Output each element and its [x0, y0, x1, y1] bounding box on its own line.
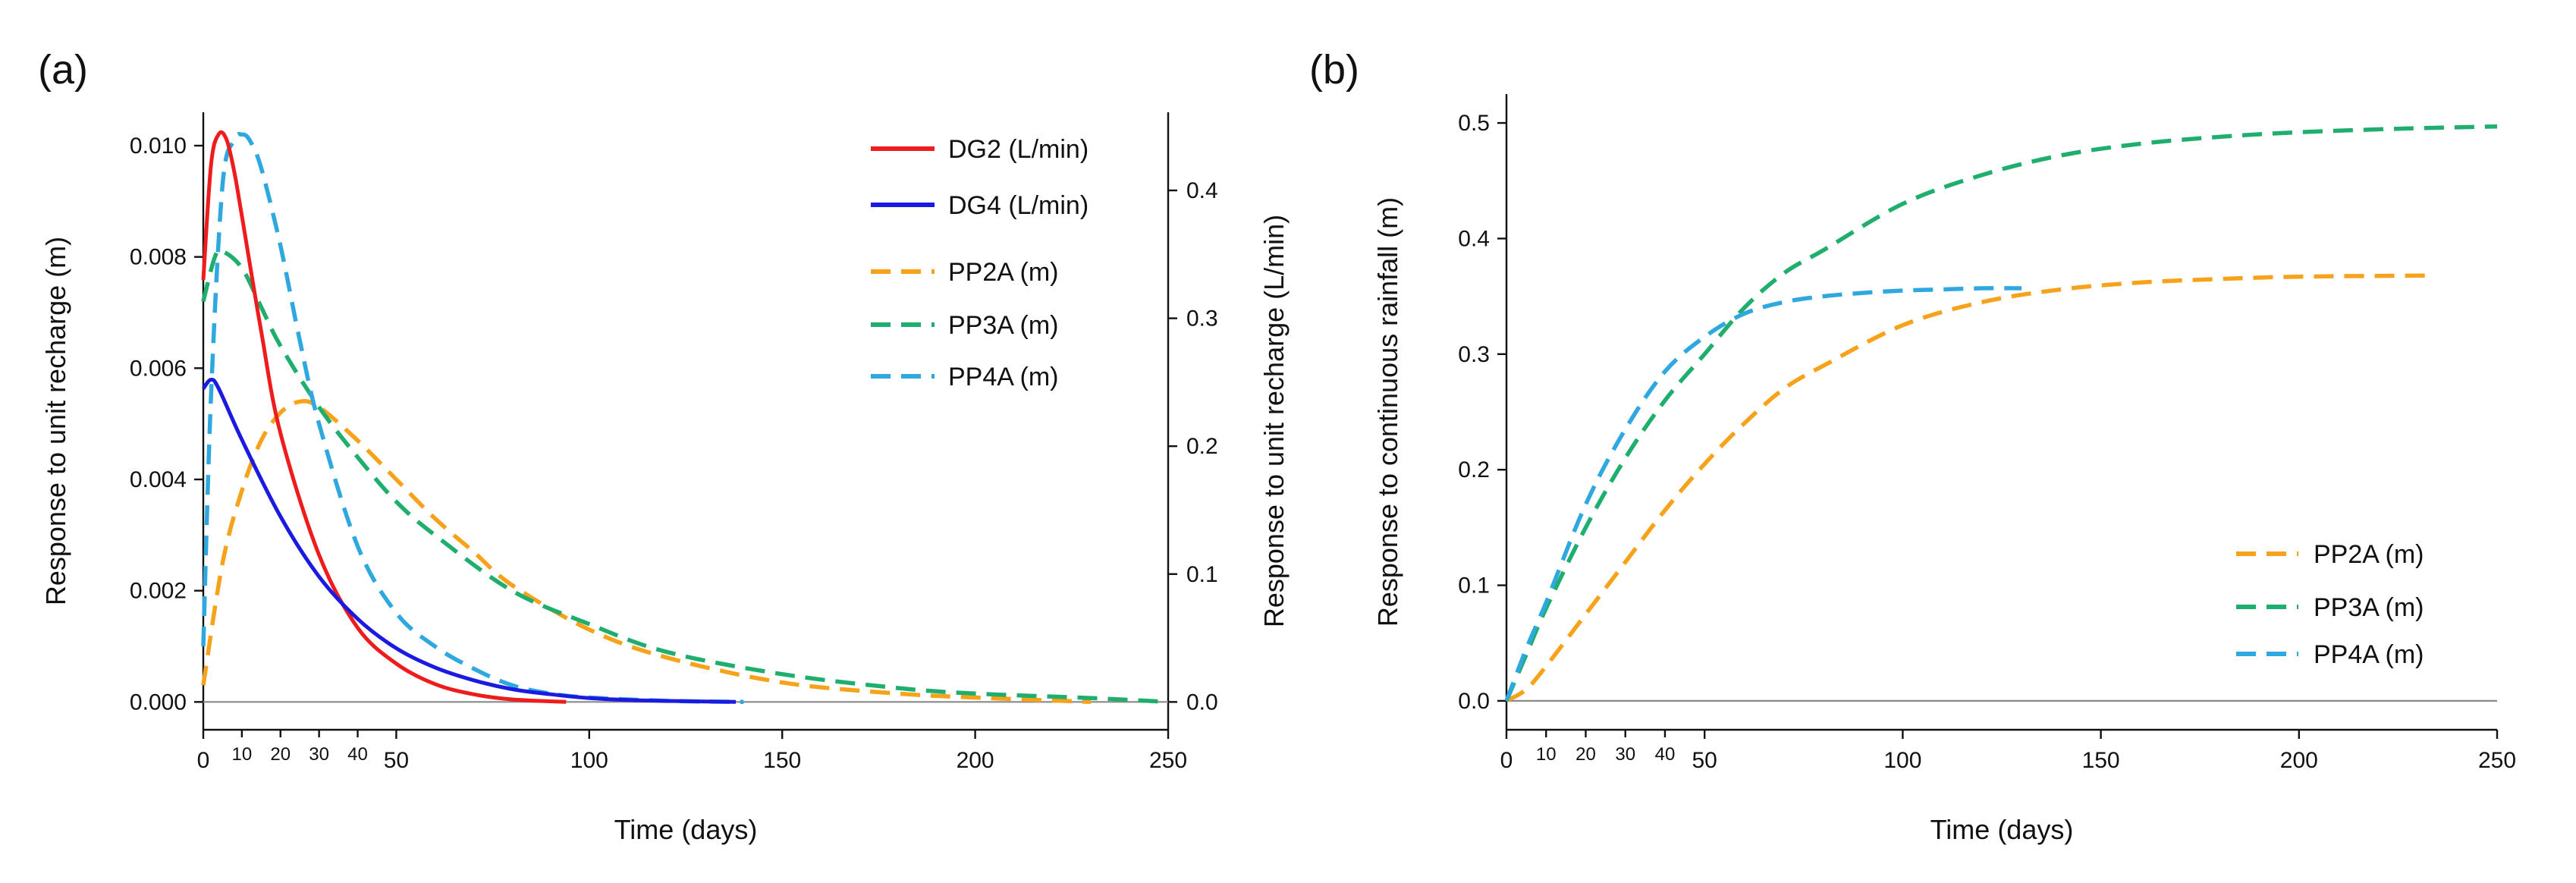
- x-minor-tick-label: 10: [1536, 744, 1557, 765]
- y2-tick-label: 0.3: [1186, 306, 1218, 332]
- x-axis-title: Time (days): [614, 814, 758, 845]
- x-tick-label: 150: [2082, 748, 2120, 773]
- x-tick-label: 50: [384, 748, 409, 773]
- x-tick-label: 200: [2280, 748, 2318, 773]
- panel-b-chart: (b) 0 50 100 150 200 250 10 20 30 40 0.0 0.1 0.2 0.3 0.…: [1309, 47, 2516, 845]
- legend-label-pp4a: PP4A (m): [948, 363, 1058, 391]
- x-tick-label: 100: [1883, 748, 1921, 773]
- y2-axis-title: Response to unit recharge (L/min): [1258, 215, 1290, 627]
- series-line-pp3a: [1504, 124, 2498, 702]
- y-tick-label: 0.3: [1458, 342, 1490, 367]
- x-minor-tick-label: 30: [309, 744, 329, 765]
- x-minor-tick-label: 20: [270, 744, 291, 765]
- series-line-dg4: [201, 377, 737, 704]
- x-tick-label: 50: [1692, 748, 1717, 773]
- series-line-pp2a: [201, 398, 1092, 705]
- series-line-pp4a: [1504, 286, 2022, 702]
- y-tick-label: 0.4: [1458, 226, 1490, 251]
- x-minor-tick-label: 40: [1655, 744, 1676, 765]
- y-tick-label: 0.006: [130, 356, 187, 381]
- y-tick-label: 0.010: [130, 134, 187, 159]
- y2-tick-label: 0.0: [1186, 690, 1218, 715]
- y2-tick-label: 0.1: [1186, 562, 1218, 587]
- legend-label-dg4: DG4 (L/min): [948, 191, 1089, 220]
- series-line-pp4a: [201, 132, 744, 705]
- y-axis-title: Response to continuous rainfall (m): [1372, 197, 1403, 627]
- x-axis-title: Time (days): [1930, 814, 2074, 845]
- y-tick-label: 0.002: [130, 579, 187, 604]
- y-tick-label: 0.004: [130, 467, 187, 492]
- panel-label: (b): [1309, 47, 1359, 93]
- y-tick-label: 0.000: [130, 690, 187, 715]
- y-tick-label: 0.008: [130, 245, 187, 270]
- x-tick-label: 250: [2478, 748, 2516, 773]
- series-line-pp3a: [201, 247, 1169, 705]
- y-tick-label: 0.2: [1458, 457, 1490, 482]
- x-minor-tick-label: 30: [1615, 744, 1635, 765]
- y-tick-label: 0.0: [1458, 689, 1490, 714]
- x-tick-label: 0: [1500, 748, 1513, 773]
- legend-label-pp2a: PP2A (m): [2314, 540, 2424, 569]
- x-tick-label: 0: [197, 748, 210, 773]
- x-minor-tick-label: 10: [232, 744, 253, 765]
- y-axis-title: Response to unit recharge (m): [40, 237, 71, 605]
- x-tick-label: 250: [1149, 748, 1187, 773]
- x-minor-tick-label: 20: [1575, 744, 1596, 765]
- y-tick-label: 0.1: [1458, 573, 1490, 599]
- x-tick-label: 100: [570, 748, 608, 773]
- series-line-dg2: [201, 130, 567, 704]
- legend-label-pp2a: PP2A (m): [948, 258, 1058, 287]
- x-tick-label: 150: [763, 748, 801, 773]
- legend-label-dg2: DG2 (L/min): [948, 135, 1089, 164]
- y-tick-label: 0.5: [1458, 111, 1490, 136]
- panel-label: (a): [38, 47, 88, 93]
- legend-label-pp4a: PP4A (m): [2314, 640, 2424, 669]
- y2-tick-label: 0.2: [1186, 434, 1218, 459]
- x-tick-label: 200: [957, 748, 994, 773]
- legend-label-pp3a: PP3A (m): [2314, 593, 2424, 622]
- series-line-pp2a: [1505, 273, 2427, 703]
- legend-label-pp3a: PP3A (m): [948, 311, 1058, 340]
- x-minor-tick-label: 40: [347, 744, 368, 765]
- y2-tick-label: 0.4: [1186, 178, 1218, 203]
